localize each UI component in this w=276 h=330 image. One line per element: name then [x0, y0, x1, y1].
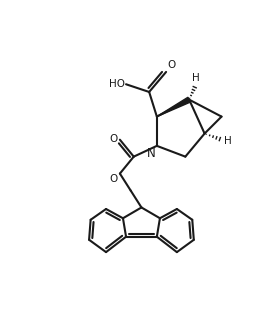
- Text: N: N: [147, 148, 155, 160]
- Text: O: O: [168, 60, 176, 70]
- Text: O: O: [109, 174, 118, 184]
- Text: H: H: [192, 73, 200, 83]
- Text: HO: HO: [108, 79, 124, 89]
- Text: H: H: [224, 136, 232, 146]
- Polygon shape: [157, 97, 190, 116]
- Text: O: O: [109, 134, 118, 144]
